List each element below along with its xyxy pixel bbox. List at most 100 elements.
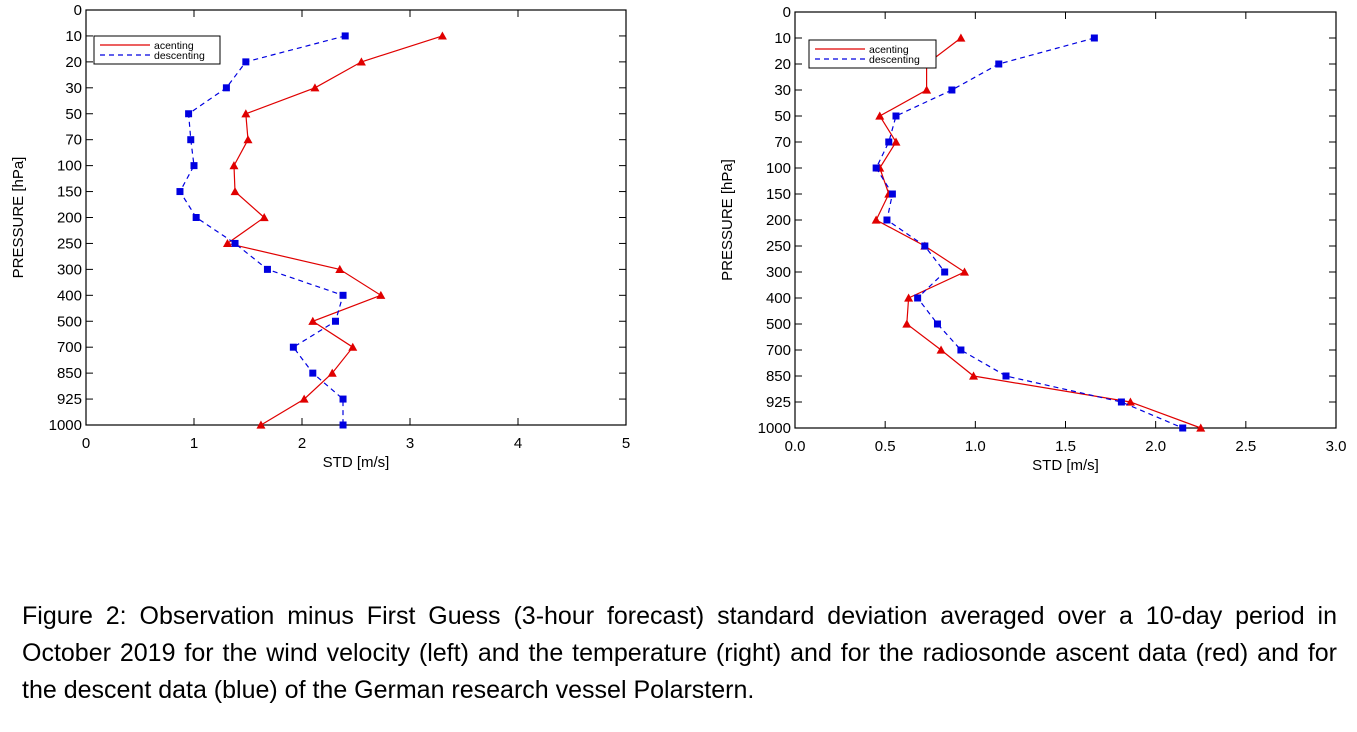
y-tick-label: 850 bbox=[57, 365, 82, 382]
descending-data-point bbox=[331, 317, 339, 325]
y-tick-label: 200 bbox=[57, 210, 82, 227]
x-tick-label: 3 bbox=[406, 435, 414, 452]
x-tick-label: 0.0 bbox=[785, 438, 806, 455]
descending-data-point bbox=[289, 343, 297, 351]
legend-box bbox=[93, 35, 221, 65]
ascending-data-point bbox=[327, 368, 337, 377]
y-tick-label: 250 bbox=[766, 238, 791, 255]
y-tick-label: 70 bbox=[774, 134, 791, 151]
descending-data-point bbox=[263, 265, 271, 273]
ascending-data-point bbox=[256, 420, 266, 429]
wind-velocity-std-chart: 0102030507010015020025030040050070085092… bbox=[10, 2, 630, 471]
y-tick-label: 20 bbox=[65, 54, 82, 71]
ascending-data-point bbox=[299, 394, 309, 403]
ascending-data-point bbox=[241, 109, 251, 118]
y-tick-label: 30 bbox=[774, 82, 791, 99]
descending-data-point bbox=[341, 32, 349, 40]
x-tick-label: 2.5 bbox=[1235, 438, 1256, 455]
descending-data-point bbox=[231, 239, 239, 247]
ascending-data-point bbox=[376, 290, 386, 299]
ascending-data-point bbox=[960, 267, 970, 276]
ascending-data-point bbox=[922, 85, 932, 94]
ascending-data-point bbox=[356, 57, 366, 66]
ascending-data-point bbox=[871, 215, 881, 224]
ascending-data-point bbox=[956, 33, 966, 42]
ascending-data-point bbox=[243, 135, 253, 144]
y-tick-label: 400 bbox=[57, 287, 82, 304]
y-tick-label: 500 bbox=[766, 316, 791, 333]
descending-data-point bbox=[339, 421, 347, 429]
ascending-data-point bbox=[891, 137, 901, 146]
y-tick-label: 100 bbox=[766, 160, 791, 177]
y-tick-label: 100 bbox=[57, 158, 82, 175]
ascending-data-point bbox=[229, 161, 239, 170]
descending-data-point bbox=[883, 216, 891, 224]
temperature-std-chart: 0 10 20 30 50 70 100 150 200 250 300 400 500 700 850 92… bbox=[719, 4, 1347, 474]
y-tick-label: 10 bbox=[65, 28, 82, 45]
descending-data-point bbox=[933, 320, 941, 328]
ascending-data-point bbox=[335, 264, 345, 273]
ascending-data-point bbox=[437, 31, 447, 40]
descending-data-point bbox=[176, 188, 184, 196]
descending-data-point bbox=[1117, 398, 1125, 406]
x-tick-label: 0.5 bbox=[875, 438, 896, 455]
plot-frame bbox=[85, 9, 627, 426]
x-tick-label: 2.0 bbox=[1145, 438, 1166, 455]
y-tick-label: 300 bbox=[766, 264, 791, 281]
descending-data-point bbox=[339, 291, 347, 299]
figure-caption: Figure 2: Observation minus First Guess … bbox=[22, 602, 1337, 704]
y-tick-label: 300 bbox=[57, 261, 82, 278]
legend-box bbox=[808, 39, 937, 69]
descending-data-point bbox=[941, 268, 949, 276]
descending-data-point bbox=[888, 190, 896, 198]
descending-data-point bbox=[885, 138, 893, 146]
ascending-data-point bbox=[936, 345, 946, 354]
y-tick-label: 10 bbox=[774, 30, 791, 47]
legend-label: descenting bbox=[869, 54, 920, 66]
ascending-data-point bbox=[230, 187, 240, 196]
x-tick-label: 3.0 bbox=[1326, 438, 1347, 455]
legend-label: descenting bbox=[154, 50, 205, 62]
descending-data-point bbox=[192, 214, 200, 221]
series-line-descending bbox=[875, 37, 1183, 429]
ascending-data-point bbox=[904, 293, 914, 302]
series-line-ascending bbox=[226, 35, 443, 426]
descending-data-point bbox=[948, 86, 956, 94]
ascending-data-point bbox=[310, 83, 320, 92]
descending-data-point bbox=[187, 136, 195, 144]
y-tick-label: 850 bbox=[766, 368, 791, 385]
y-tick-label: 50 bbox=[774, 108, 791, 125]
y-tick-label: 0 bbox=[74, 2, 82, 19]
y-tick-label: 700 bbox=[57, 339, 82, 356]
ascending-data-point bbox=[969, 371, 979, 380]
ascending-data-point bbox=[308, 316, 318, 325]
descending-data-point bbox=[242, 58, 250, 66]
x-tick-label: 1.5 bbox=[1055, 438, 1076, 455]
y-tick-label: 20 bbox=[774, 56, 791, 73]
ascending-data-point bbox=[1125, 397, 1135, 406]
descending-data-point bbox=[222, 84, 230, 92]
y-tick-label: 925 bbox=[57, 391, 82, 408]
x-tick-label: 0 bbox=[82, 435, 90, 452]
y-tick-label: 0 bbox=[783, 4, 791, 21]
y-axis-label: PRESSURE [hPa] bbox=[719, 159, 736, 281]
x-tick-label: 1 bbox=[190, 435, 198, 452]
y-tick-label: 50 bbox=[65, 106, 82, 123]
ascending-data-point bbox=[222, 238, 232, 248]
descending-data-point bbox=[190, 162, 198, 170]
descending-data-point bbox=[1002, 372, 1010, 380]
series-line-ascending bbox=[875, 37, 1202, 429]
x-axis-label: STD [m/s] bbox=[1032, 457, 1099, 474]
y-tick-label: 925 bbox=[766, 394, 791, 411]
x-tick-label: 2 bbox=[298, 435, 306, 452]
y-tick-label: 700 bbox=[766, 342, 791, 359]
y-tick-label: 400 bbox=[766, 290, 791, 307]
y-tick-label: 150 bbox=[57, 184, 82, 201]
descending-data-point bbox=[339, 395, 347, 403]
ascending-data-point bbox=[259, 213, 269, 222]
legend-label: acenting bbox=[869, 44, 909, 56]
descending-data-point bbox=[1090, 34, 1098, 42]
descending-data-point bbox=[957, 346, 965, 354]
ascending-data-point bbox=[1196, 423, 1206, 432]
descending-data-point bbox=[914, 294, 922, 302]
